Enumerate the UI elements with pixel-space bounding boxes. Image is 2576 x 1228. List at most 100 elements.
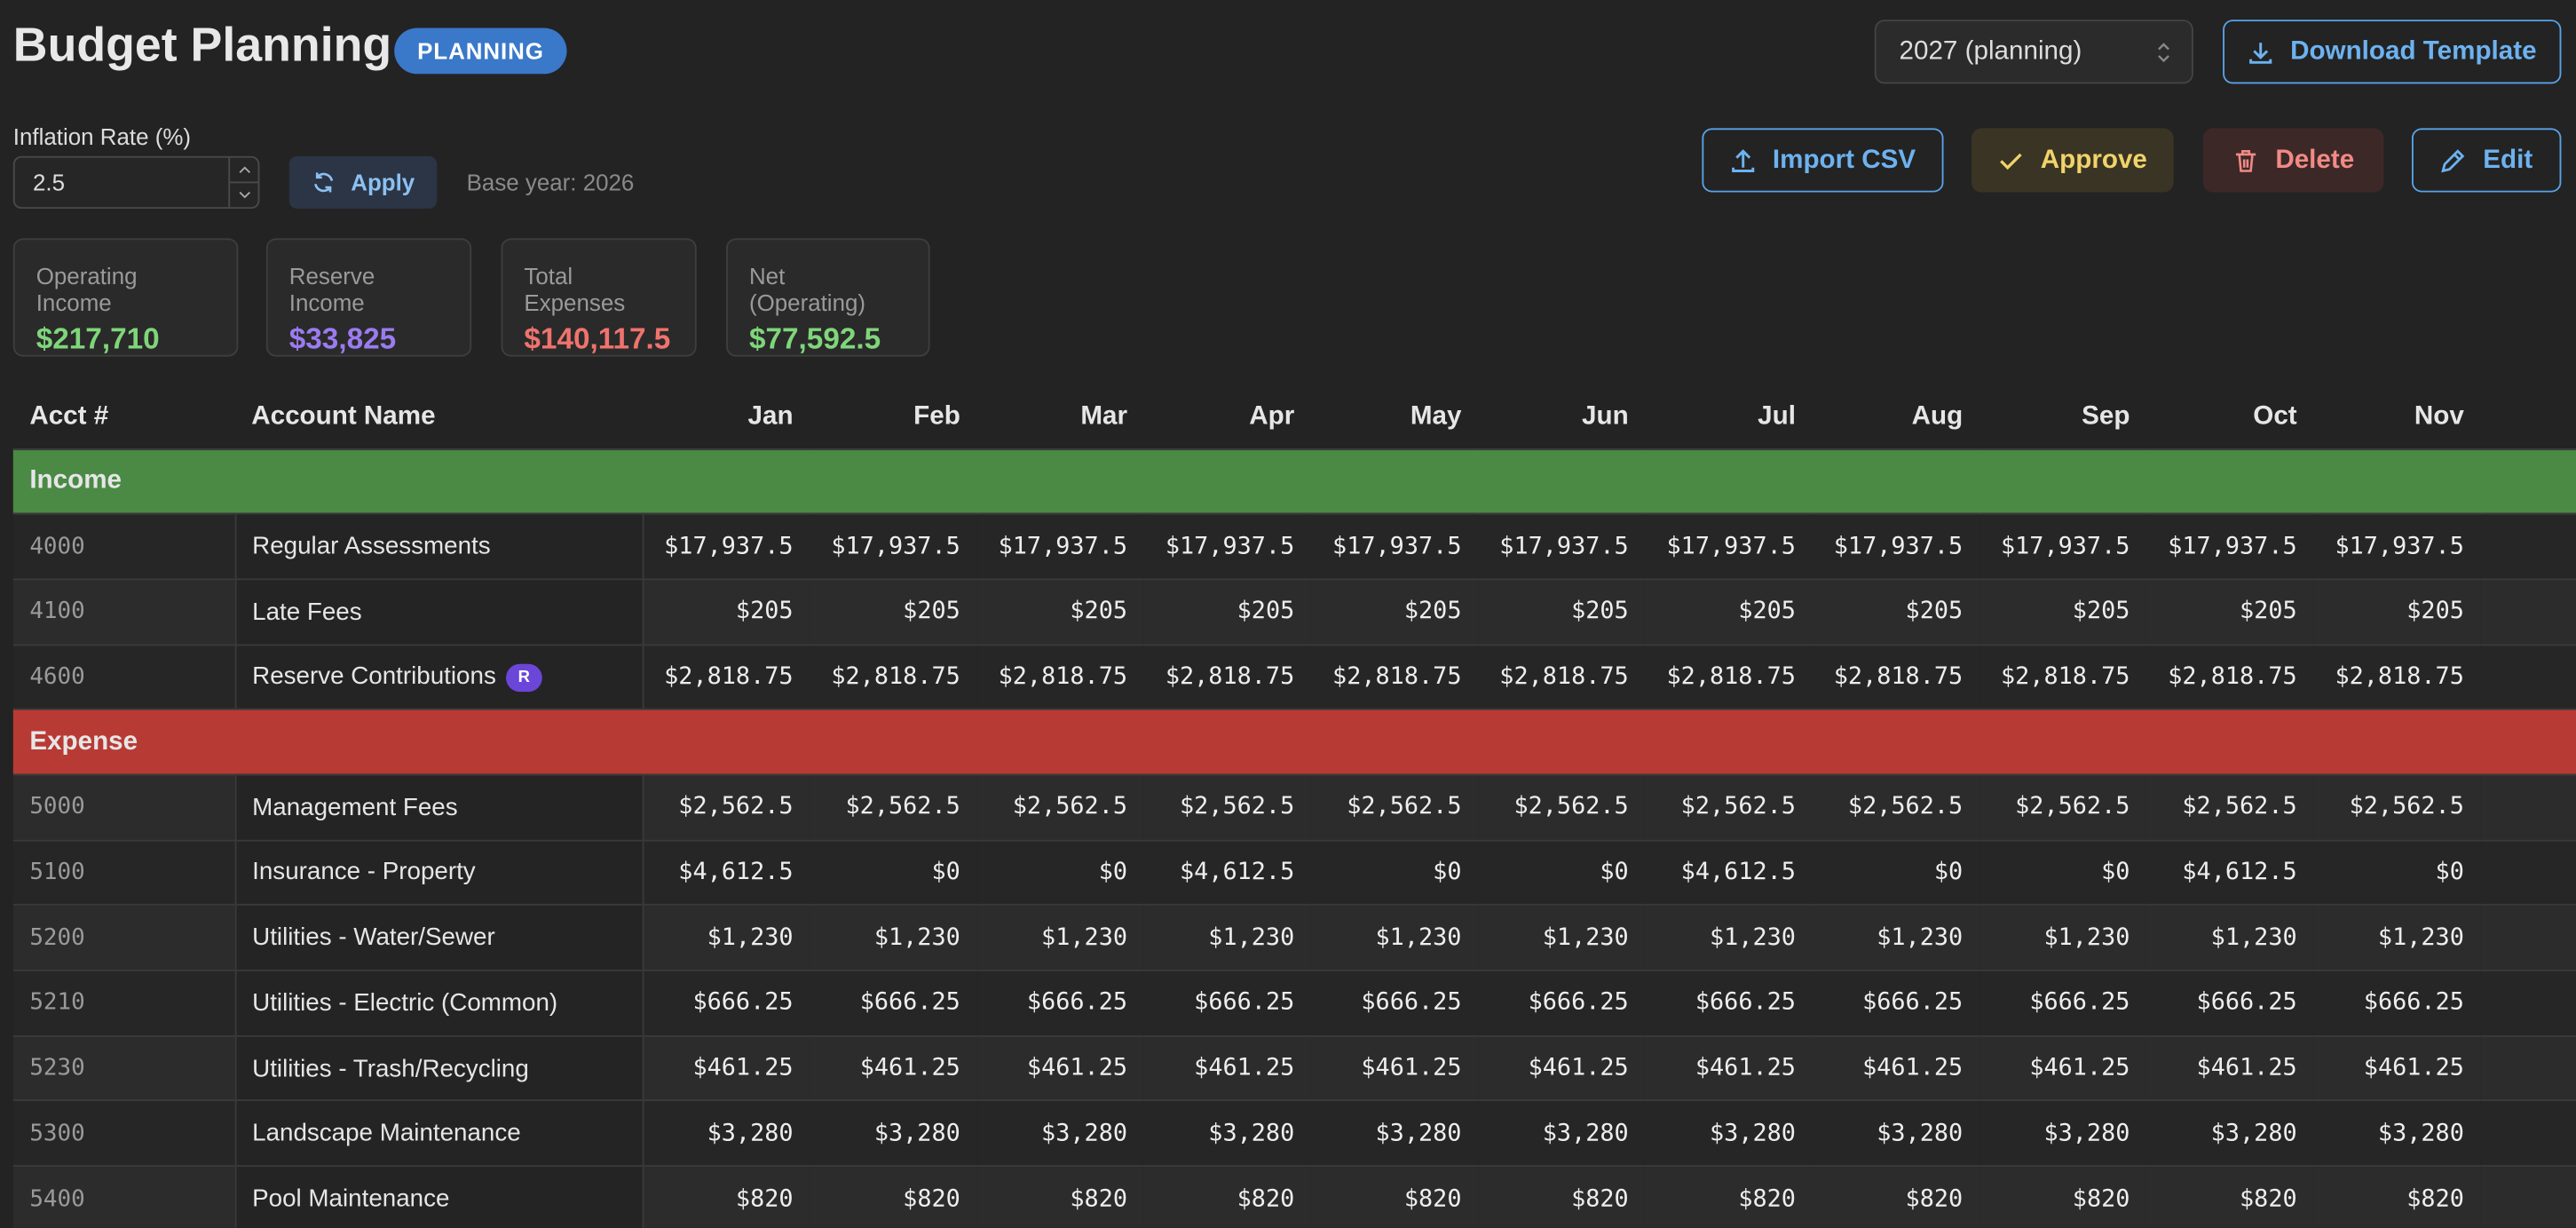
edit-text: Edit [2483,145,2533,174]
column-header: Jan [747,402,794,432]
month-value: $2,562.5 [1477,773,1646,840]
status-badge: PLANNING [394,28,567,75]
header-row: Acct # Account Name Jan Feb Mar Apr May Jun Jul A… [13,388,2576,448]
account-name-text: Utilities - Trash/Recycling [252,1054,529,1082]
month-value: $461.25 [1812,1034,1979,1101]
month-value: $820 [976,1165,1144,1228]
account-row: 5230 Utilities - Trash/Recycling $461.25 $4… [12,1034,2576,1101]
month-value: $461.25 [1143,1034,1311,1101]
month-value: $666.25 [1812,969,1979,1036]
column-header: Acct # [29,402,109,432]
approve-button[interactable]: Approve [1971,128,2174,193]
month-value: $205 [1143,578,1311,645]
account-name: Utilities - Trash/Recycling [233,1034,644,1101]
column-header: Account Name [251,402,436,432]
month-value: $4,612.5 [1645,839,1813,906]
month-value: $0 [810,839,977,906]
base-year: Base year: 2026 [466,169,635,196]
card-value: $77,592.5 [748,321,881,355]
month-value: $1,230 [1645,904,1813,971]
month-value: $666.25 [2313,969,2481,1036]
account-number: 4000 [12,512,235,580]
inflation-label: Inflation Rate (%) [12,123,192,150]
month-value: $17,937.5 [1310,512,1478,580]
download-button[interactable]: Download Template [2223,20,2562,84]
column-header: Sep [2082,402,2130,432]
month-value: $1,230 [1979,904,2146,971]
month-value: $820 [1645,1165,1813,1228]
month-value: $461.25 [2313,1034,2481,1101]
account-name-text: Reserve Contributions [252,662,496,691]
apply-button[interactable]: Apply [288,155,438,210]
edit-button[interactable]: Edit [2411,128,2562,193]
month-value: $4,612.5 [642,839,810,906]
month-value: $666.25 [1310,969,1478,1036]
month-value: $2,818.75 [1645,643,1813,710]
account-number: 5100 [12,839,235,906]
month-value: $666.25 [976,969,1144,1036]
card-label: Net (Operating) [748,263,866,316]
month-value: $17,937.5 [642,512,810,580]
account-name-text: Management Fees [252,793,458,821]
section-row: Expense [12,709,2576,775]
account-name: Landscape Maintenance [233,1099,644,1167]
month-value: $3,280 [1645,1099,1813,1167]
month-value: $3,280 [976,1099,1144,1167]
month-value: $205 [810,578,977,645]
month-value: $2,818.75 [2313,643,2481,710]
month-value: $666.25 [1645,969,1813,1036]
summary-card: Reserve Income $33,825 [265,238,472,357]
pencil-icon [2441,148,2466,172]
month-value: $17,937.5 [1645,512,1813,580]
month-value: $2,818.75 [1310,643,1478,710]
month-value: $0 [2313,839,2481,906]
month-value: $1,230 [810,904,977,971]
account-name: Reserve Contributions R [233,643,644,710]
spinner [228,157,258,208]
account-number: 5300 [12,1099,235,1167]
month-value: $17,937.5 [1812,512,1979,580]
month-value: $820 [642,1165,810,1228]
card-value: $33,825 [288,321,397,355]
month-value: $205 [2145,578,2314,645]
month-value: $2,562.5 [1645,773,1813,840]
import-button[interactable]: Import CSV [1702,128,1944,193]
month-value: $205 [1477,578,1646,645]
month-value: $17,937.5 [976,512,1144,580]
account-name: Regular Assessments [233,512,644,580]
account-row: 4600 Reserve Contributions R $2,818.75 $2,81… [12,643,2576,710]
delete-button[interactable]: Delete [2202,128,2384,193]
download-icon [2249,42,2272,63]
month-value: $1,230 [976,904,1144,971]
account-number: 4100 [12,578,235,645]
month-value: $461.25 [976,1034,1144,1101]
month-value: $1,230 [642,904,810,971]
account-name-text: Regular Assessments [252,532,491,561]
delete-text: Delete [2275,145,2355,174]
filler-cell [2480,773,2576,840]
year-select[interactable]: 2027 (planning) [1874,20,2193,84]
summary-card: Net (Operating) $77,592.5 [726,238,930,357]
month-value: $17,937.5 [1143,512,1311,580]
account-name-text: Late Fees [252,598,362,626]
import-text: Import CSV [1772,145,1916,174]
month-value: $1,230 [2313,904,2481,971]
month-value: $666.25 [642,969,810,1036]
download-text: Download Template [2290,36,2537,66]
inflation-input[interactable]: 2.5 [12,155,260,210]
month-value: $1,230 [1812,904,1979,971]
account-number: 5200 [12,904,235,971]
month-value: $3,280 [1477,1099,1646,1167]
month-value: $205 [1812,578,1979,645]
month-value: $2,562.5 [1143,773,1311,840]
filler-cell [2480,839,2576,906]
month-value: $3,280 [2313,1099,2481,1167]
chevrons [2158,43,2169,63]
account-name-text: Pool Maintenance [252,1184,450,1214]
filler-cell [2480,578,2576,645]
month-value: $461.25 [1477,1034,1646,1101]
month-value: $3,280 [2145,1099,2314,1167]
reserve-badge: R [505,663,542,693]
